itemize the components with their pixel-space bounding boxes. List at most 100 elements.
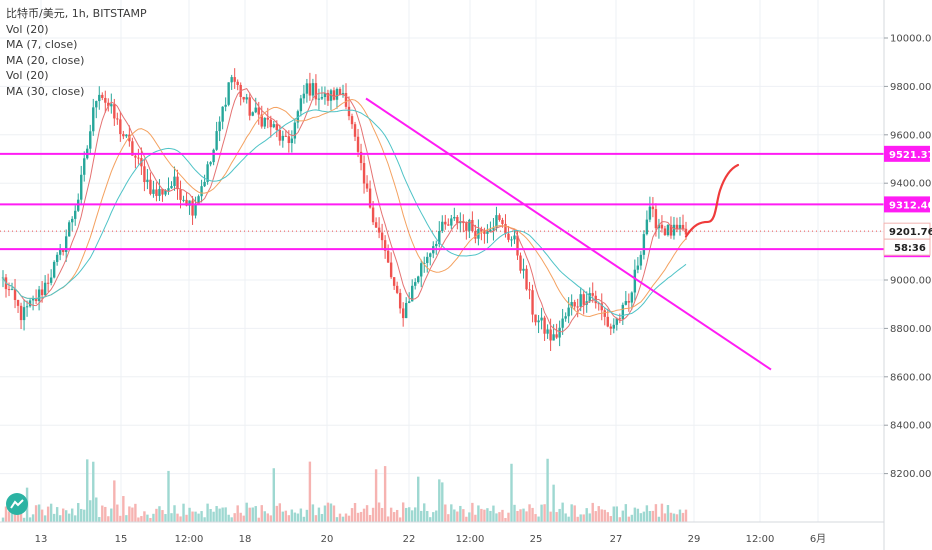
candle-body [110,104,113,107]
candle-body [630,292,634,303]
candle-body [678,224,682,230]
candle-body [257,107,260,115]
volume-bar [585,508,588,522]
volume-bar [579,514,582,522]
volume-bar [263,511,266,522]
candle-body [519,255,522,271]
candle-body [447,224,450,226]
candle-body [281,135,285,141]
candle-body [471,219,474,232]
candle-body [149,179,152,194]
candle-body [254,107,257,113]
candle-body [248,97,251,116]
candle-body [263,117,266,127]
legend-ma7[interactable]: MA (7, close) [6,38,78,51]
level-tag-bg [884,196,930,213]
volume-bar [450,504,453,522]
candle-body [215,131,218,150]
candle-body [158,188,161,196]
volume-bar [660,503,664,522]
candle-body [368,188,372,208]
volume-bar [58,515,62,522]
volume-bar [40,509,44,522]
volume-bar [549,511,552,522]
volume-bar [410,510,414,522]
volume-bar [308,461,312,522]
volume-bar [137,517,140,522]
candle-body [426,256,429,263]
countdown-tag-bg [883,238,931,256]
candle-body [28,300,32,307]
candle-body [410,285,414,302]
volume-bar [122,496,125,522]
legend-vol-1[interactable]: Vol (20) [6,22,49,36]
candle-body [58,249,62,255]
legend-ma30[interactable]: MA (30, close) [6,84,85,98]
tradingview-logo-icon[interactable] [6,493,28,515]
volume-bar [555,512,558,522]
candle-body [468,219,471,231]
candle-body [453,216,456,219]
volume-bar [489,510,492,522]
volume-bar [453,509,456,522]
candle-body [182,199,185,201]
volume-bar [7,511,11,522]
volume-bar [374,469,378,522]
volume-bar [215,506,218,522]
candle-body [25,306,29,308]
volume-bar [501,509,504,522]
volume-bar [522,508,525,522]
volume-bar [627,516,631,522]
candle-body [61,249,65,252]
volume-bar [444,504,447,522]
volume-bar [173,505,176,522]
volume-bar [49,503,53,522]
volume-bar [447,514,450,522]
candle-body [311,83,315,96]
volume-bar [597,506,600,522]
volume-bar [468,512,471,522]
volume-bar [107,516,110,522]
volume-bar [266,513,269,522]
indicator-legend: 比特币/美元, 1h, BITSTAMP Vol (20) MA (7, clo… [6,6,147,99]
candle-body [474,231,477,239]
candle-body [561,318,564,328]
candle-body [450,218,453,226]
volume-bar [188,507,191,522]
time-tick-label: 29 [688,534,701,545]
volume-bar [654,504,658,522]
candle-body [7,289,11,291]
candle-body [362,163,366,184]
volume-bar [474,514,477,522]
candle-body [278,130,282,141]
candle-body [173,176,176,187]
legend-ma20[interactable]: MA (20, close) [6,53,85,67]
volume-bar [110,508,113,522]
candle-body [615,318,618,325]
volume-bar [146,514,149,522]
volume-bar [104,506,107,522]
volume-bar [28,517,32,522]
candle-body [672,224,676,236]
candle-body [98,94,101,102]
candle-body [326,92,330,101]
candle-body [344,92,348,107]
legend-vol-2[interactable]: Vol (20) [6,69,49,82]
candle-body [603,310,606,317]
price-tick-label: 8600.00 [890,372,931,383]
candle-body [651,206,655,210]
volume-bar [477,505,480,522]
candle-body [480,229,483,231]
candle-body [456,216,459,224]
symbol-title[interactable]: 比特币/美元, 1h, BITSTAMP [6,7,147,20]
volume-bar [344,513,348,522]
candle-body [618,318,622,320]
volume-bar [329,503,333,522]
candle-body [549,329,552,341]
volume-bar [516,511,519,522]
candle-body [335,88,339,100]
volume-bar [92,461,95,522]
candle-body [510,239,513,241]
